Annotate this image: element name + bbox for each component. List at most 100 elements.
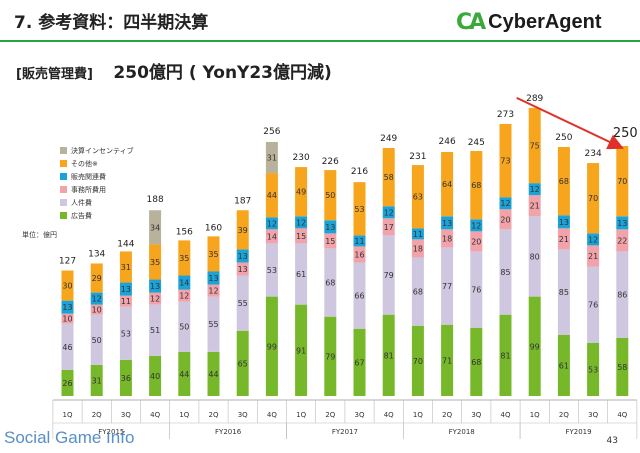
bar-segment-personnel bbox=[295, 243, 308, 305]
category-tick-label: 2Q bbox=[325, 411, 335, 419]
bar-segment-sales bbox=[90, 292, 103, 305]
fiscal-year-label: FY2015 bbox=[98, 428, 124, 436]
bar-segment-advertising bbox=[149, 355, 162, 396]
bar-segment-personnel bbox=[265, 243, 278, 297]
legend-item-other: その他※ bbox=[60, 157, 134, 170]
segment-label-sales: 12 bbox=[296, 218, 306, 227]
category-tick-label: 3Q bbox=[471, 411, 481, 419]
segment-label-advertising: 99 bbox=[530, 342, 540, 351]
segment-label-advertising: 26 bbox=[62, 379, 72, 388]
total-label: 156 bbox=[176, 227, 193, 237]
total-label: 216 bbox=[351, 167, 368, 177]
logo-mark-icon: CA bbox=[456, 10, 486, 35]
segment-label-personnel: 61 bbox=[296, 270, 306, 279]
bar-segment-sales bbox=[411, 228, 424, 240]
bar-segment-office bbox=[557, 228, 570, 250]
segment-label-sales: 13 bbox=[238, 252, 248, 261]
segment-label-office: 18 bbox=[413, 244, 423, 253]
segment-label-other: 44 bbox=[267, 191, 277, 200]
total-label: 289 bbox=[526, 94, 543, 104]
bar-segment-personnel bbox=[411, 257, 424, 326]
bar-segment-personnel bbox=[441, 247, 454, 325]
legend-swatch bbox=[60, 160, 67, 167]
bar-segment-office bbox=[587, 245, 600, 267]
segment-label-advertising: 81 bbox=[384, 351, 394, 360]
segment-label-other: 63 bbox=[413, 193, 423, 202]
segment-label-other: 64 bbox=[442, 180, 452, 189]
bar-segment-advertising bbox=[236, 330, 249, 396]
segment-label-office: 21 bbox=[588, 252, 598, 261]
legend-swatch bbox=[60, 186, 67, 193]
segment-label-office: 21 bbox=[559, 235, 569, 244]
bar-segment-personnel bbox=[236, 275, 249, 331]
bar-segment-sales bbox=[441, 216, 454, 230]
bar-segment-sales bbox=[207, 271, 220, 285]
segment-label-sales: 13 bbox=[617, 219, 627, 228]
segment-label-office: 17 bbox=[384, 223, 394, 232]
bar-segment-sales bbox=[119, 282, 132, 296]
bar-segment-other bbox=[207, 236, 220, 272]
category-tick-label: 1Q bbox=[530, 411, 540, 419]
bar-segment-personnel bbox=[382, 235, 395, 315]
bar-segment-personnel bbox=[207, 296, 220, 352]
bar-segment-incentive bbox=[265, 141, 278, 174]
legend-label: その他※ bbox=[71, 159, 98, 168]
fiscal-year-label: FY2017 bbox=[332, 428, 358, 436]
bar-segment-other bbox=[90, 263, 103, 293]
bar-segment-office bbox=[324, 233, 337, 249]
segment-label-other: 39 bbox=[238, 226, 248, 235]
bar-segment-personnel bbox=[324, 248, 337, 317]
segment-label-sales: 12 bbox=[471, 221, 481, 230]
category-tick-label: 1Q bbox=[413, 411, 423, 419]
legend-item-office: 事務所費用 bbox=[60, 183, 134, 196]
decline-arrow bbox=[516, 96, 624, 150]
bar-segment-other bbox=[236, 210, 249, 250]
segment-label-sales: 12 bbox=[588, 235, 598, 244]
legend-swatch bbox=[60, 199, 67, 206]
segment-label-personnel: 79 bbox=[384, 271, 394, 280]
segment-label-personnel: 68 bbox=[325, 279, 335, 288]
segment-label-office: 12 bbox=[208, 287, 218, 296]
segment-label-advertising: 79 bbox=[325, 352, 335, 361]
bar-segment-personnel bbox=[178, 301, 191, 352]
bar-segment-personnel bbox=[61, 323, 74, 370]
total-label: 245 bbox=[468, 138, 485, 148]
segment-label-incentive: 31 bbox=[267, 154, 277, 163]
fiscal-year-label: FY2016 bbox=[215, 428, 242, 436]
chart-legend: 決算インセンティブ その他※ 販売関連費 事務所費用 人件費 広告費 bbox=[60, 144, 134, 222]
segment-label-sales: 14 bbox=[179, 279, 189, 288]
segment-label-other: 73 bbox=[500, 157, 510, 166]
bar-segment-office bbox=[470, 231, 483, 252]
bar-segment-office bbox=[265, 229, 278, 244]
fiscal-year-label: FY2018 bbox=[449, 428, 475, 436]
segment-label-personnel: 53 bbox=[267, 266, 277, 275]
bar-segment-other bbox=[587, 163, 600, 234]
category-tick-label: 3Q bbox=[588, 411, 598, 419]
bar-segment-other bbox=[119, 251, 132, 283]
segment-label-other: 70 bbox=[617, 177, 627, 186]
legend-swatch bbox=[60, 147, 67, 154]
unit-label: 単位：億円 bbox=[22, 231, 57, 239]
bar-segment-sales bbox=[149, 279, 162, 293]
bar-segment-personnel bbox=[353, 262, 366, 329]
total-label: 250 bbox=[555, 133, 572, 143]
bar-segment-sales bbox=[528, 183, 541, 196]
subtitle: [販売管理費] 250億円 ( YonY23億円減) bbox=[16, 58, 332, 83]
bar-segment-office bbox=[149, 292, 162, 305]
bar-segment-sales bbox=[616, 216, 629, 230]
segment-label-personnel: 80 bbox=[530, 252, 540, 261]
slide-title: 7. 参考資料：四半期決算 bbox=[14, 13, 209, 33]
bar-segment-office bbox=[616, 229, 629, 252]
segment-label-sales: 13 bbox=[442, 219, 452, 228]
segment-label-office: 22 bbox=[617, 236, 627, 245]
segment-label-sales: 13 bbox=[62, 303, 72, 312]
segment-label-advertising: 31 bbox=[92, 376, 102, 385]
bar-segment-office bbox=[411, 239, 424, 258]
bar-segment-other bbox=[353, 182, 366, 236]
segment-label-office: 18 bbox=[442, 234, 452, 243]
segment-label-personnel: 66 bbox=[354, 292, 364, 301]
segment-label-advertising: 70 bbox=[413, 357, 423, 366]
bar-segment-sales bbox=[265, 217, 278, 230]
bar-segment-advertising bbox=[441, 324, 454, 396]
total-label: 231 bbox=[409, 152, 426, 162]
